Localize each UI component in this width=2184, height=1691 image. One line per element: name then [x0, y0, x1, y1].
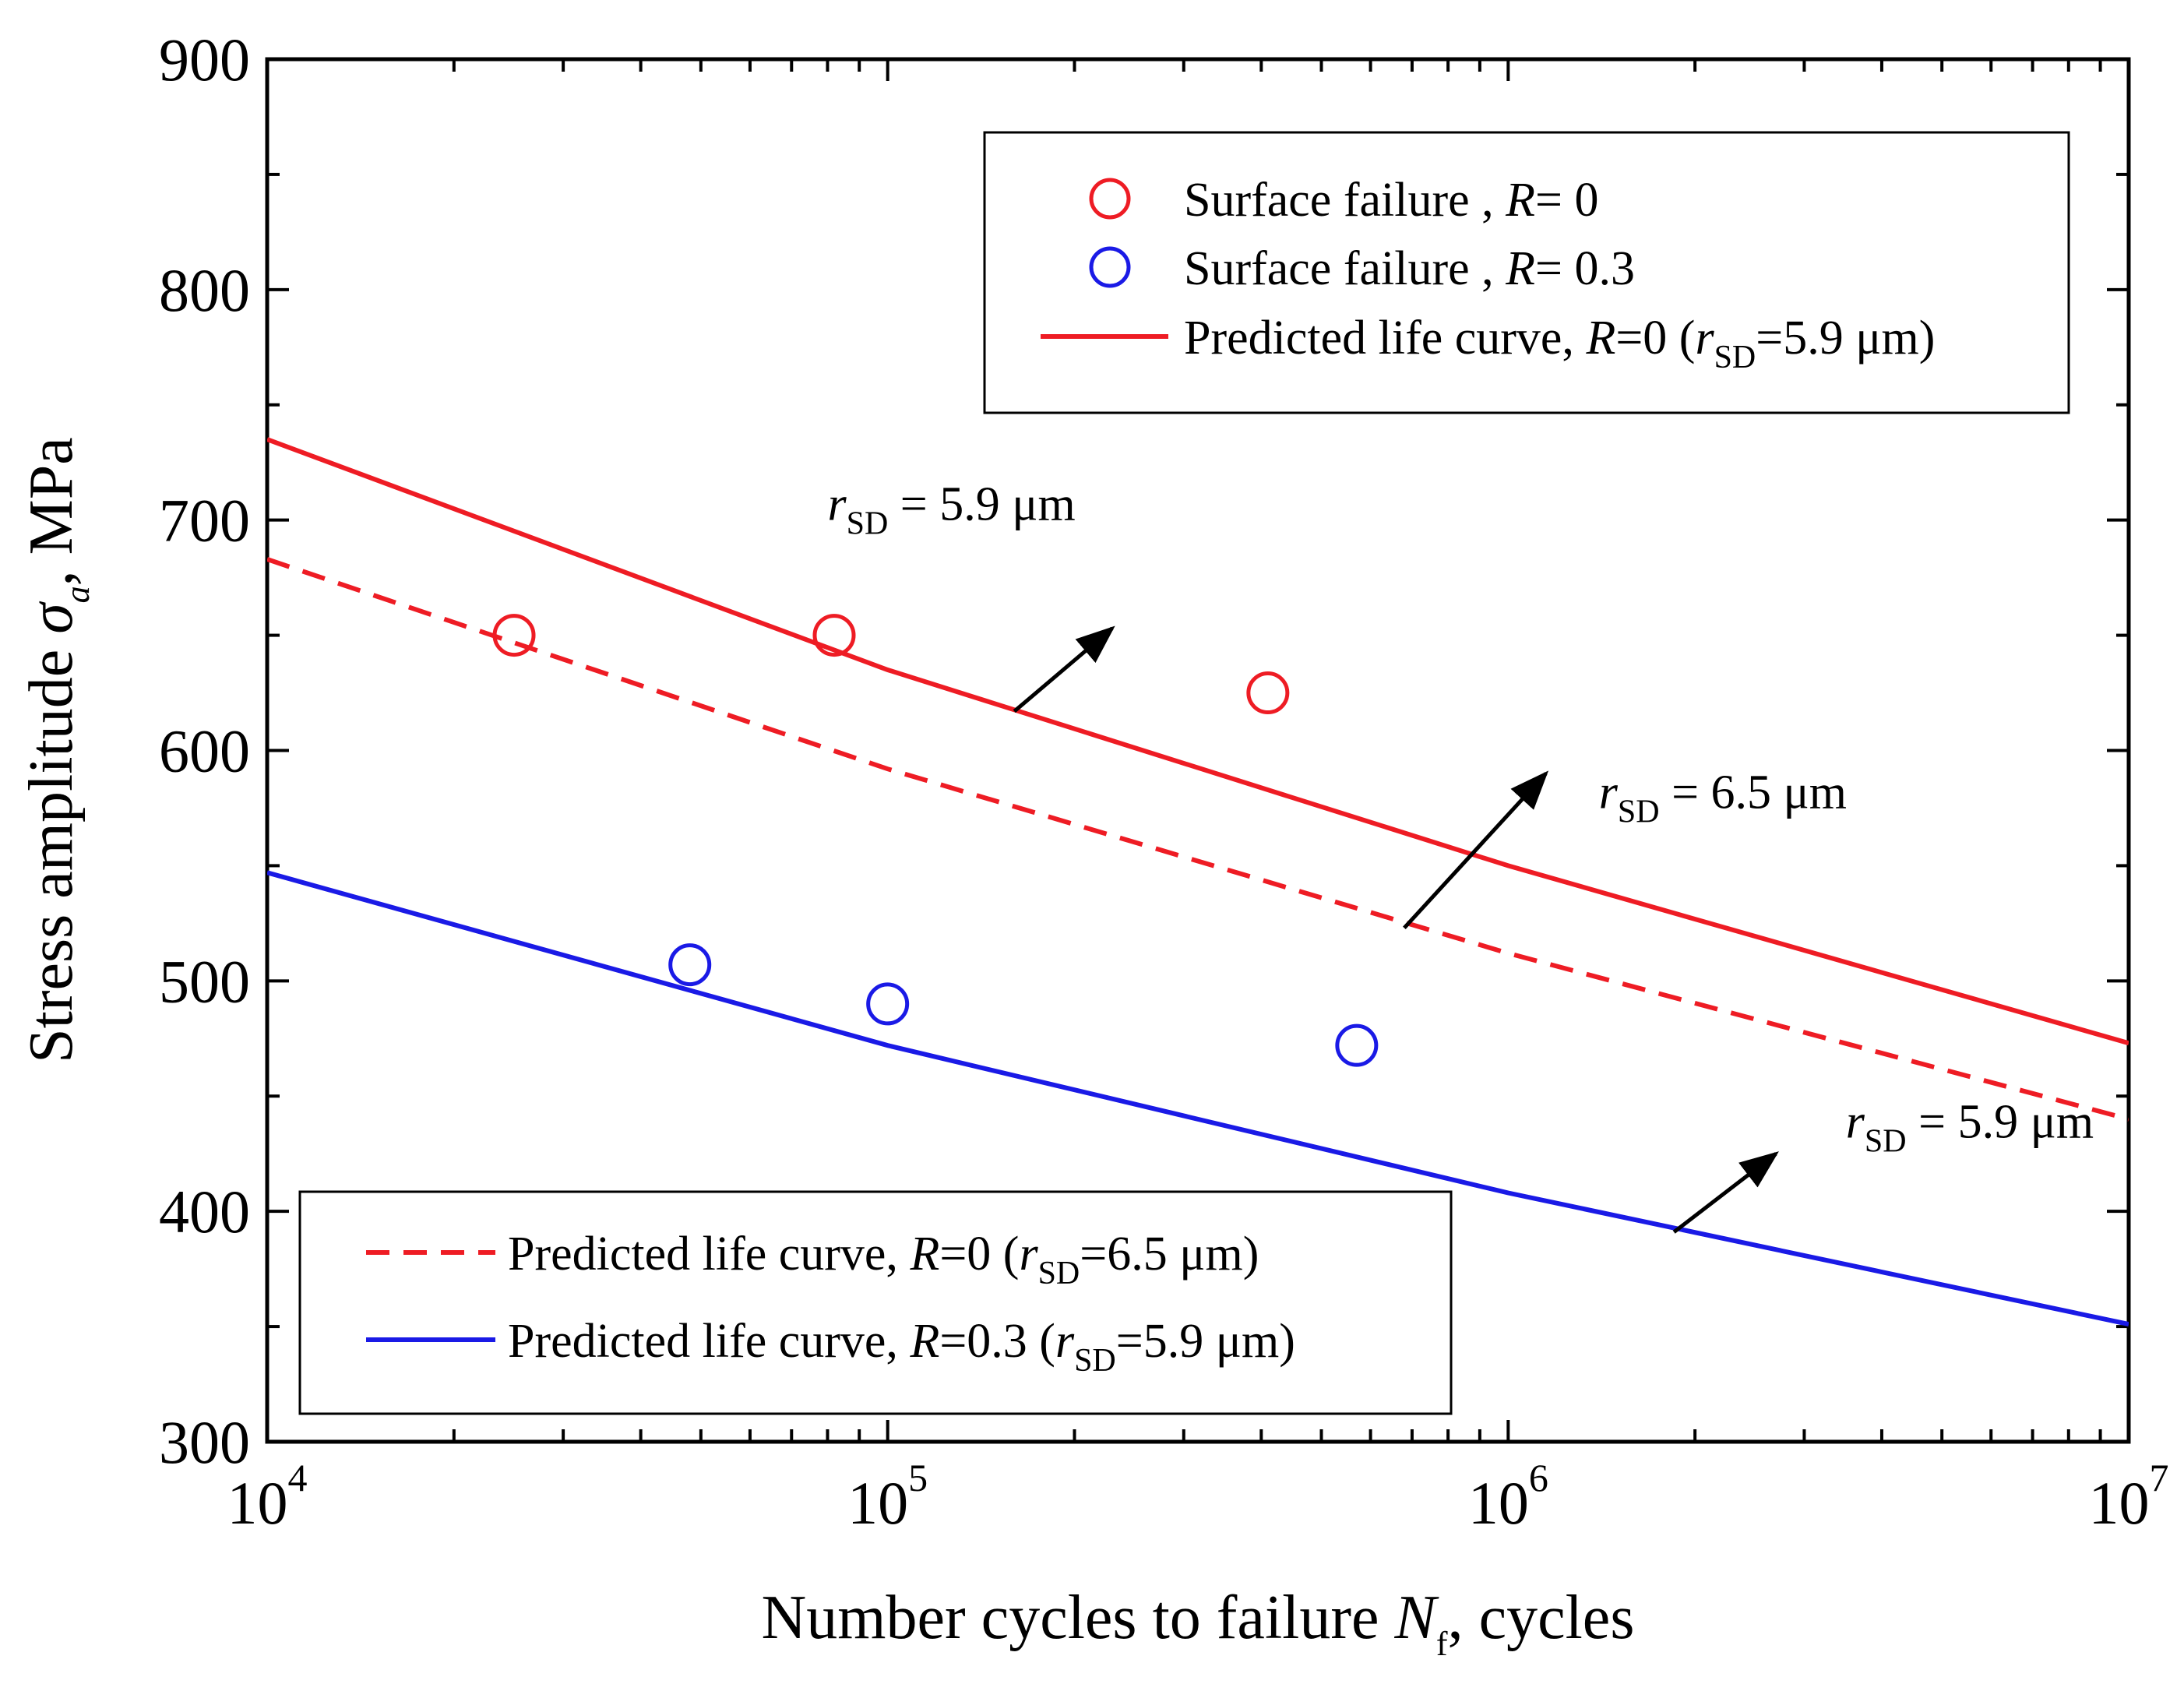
- legend-label-surface-r03: Surface failure , R= 0.3: [1184, 242, 1635, 295]
- data-point-1-2: [1337, 1026, 1376, 1065]
- y-tick-label: 600: [159, 717, 250, 785]
- legend-bottom-left-box: [300, 1192, 1451, 1414]
- y-tick-labels: 300 400 500 600 700 800 900: [159, 26, 250, 1476]
- annotation-label-1: rSD = 6.5 μm: [1599, 766, 1847, 830]
- x-axis-title: Number cycles to failure Nf, cycles: [762, 1584, 1635, 1663]
- y-tick-label: 900: [159, 26, 250, 93]
- y-tick-label: 400: [159, 1178, 250, 1245]
- annotation-arrow-1: [1404, 773, 1546, 928]
- x-tick-label: 107: [2089, 1456, 2169, 1537]
- annotation-arrow-0: [1014, 629, 1112, 712]
- series-line-3: [267, 559, 2129, 1119]
- y-tick-label: 800: [159, 256, 250, 324]
- data-point-1-0: [671, 946, 710, 985]
- legend-top-right: Surface failure , R= 0 Surface failure ,…: [985, 132, 2069, 413]
- annotation-label-0: rSD = 5.9 μm: [827, 478, 1075, 542]
- y-tick-label: 500: [159, 947, 250, 1015]
- legend-bottom-left: Predicted life curve, R=0 (rSD=6.5 μm) P…: [300, 1192, 1451, 1414]
- data-point-1-1: [868, 985, 907, 1023]
- x-tick-label: 105: [847, 1456, 928, 1537]
- x-tick-labels: 104 105 106 107: [227, 1456, 2169, 1537]
- y-axis-title: Stress amplitude σa, MPa: [17, 437, 97, 1063]
- y-tick-label: 700: [159, 487, 250, 555]
- legend-label-surface-r0: Surface failure , R= 0: [1184, 174, 1598, 227]
- annotation-label-2: rSD = 5.9 μm: [1846, 1096, 2094, 1160]
- annotation-arrow-2: [1674, 1154, 1776, 1232]
- y-tick-label: 300: [159, 1408, 250, 1476]
- data-point-0-2: [1249, 674, 1288, 713]
- x-tick-label: 106: [1468, 1456, 1548, 1537]
- annotation-layer: rSD = 5.9 μm rSD = 6.5 μm rSD = 5.9 μm: [827, 478, 2094, 1232]
